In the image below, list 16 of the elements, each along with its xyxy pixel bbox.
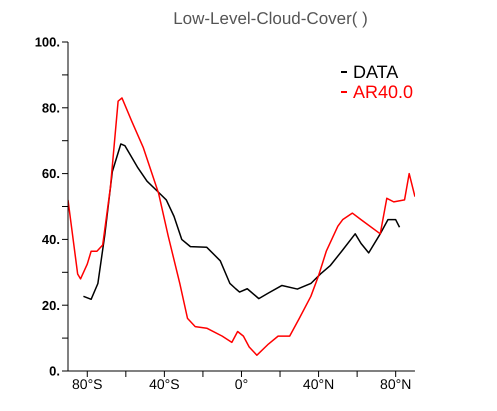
legend-label: DATA [352, 62, 398, 82]
x-tick-label: 80°S [72, 376, 103, 392]
x-tick-label: 80°N [380, 376, 412, 392]
y-tick-label: 80. [42, 100, 60, 116]
legend-label: AR40.0 [352, 82, 413, 102]
line-series [82, 143, 400, 300]
y-tick-label: 0. [49, 364, 60, 379]
line-series [68, 97, 415, 356]
chart-title: Low-Level-Cloud-Cover( ) [172, 8, 369, 30]
x-tick-label: 0° [234, 376, 248, 392]
y-tick-label: 60. [42, 166, 60, 182]
y-tick-label: 20. [42, 298, 60, 313]
x-tick-label: 40°S [149, 376, 180, 392]
y-tick-label: 40. [42, 232, 60, 248]
x-tick-label: 40°N [302, 376, 334, 392]
y-tick-label: 100. [34, 34, 60, 50]
